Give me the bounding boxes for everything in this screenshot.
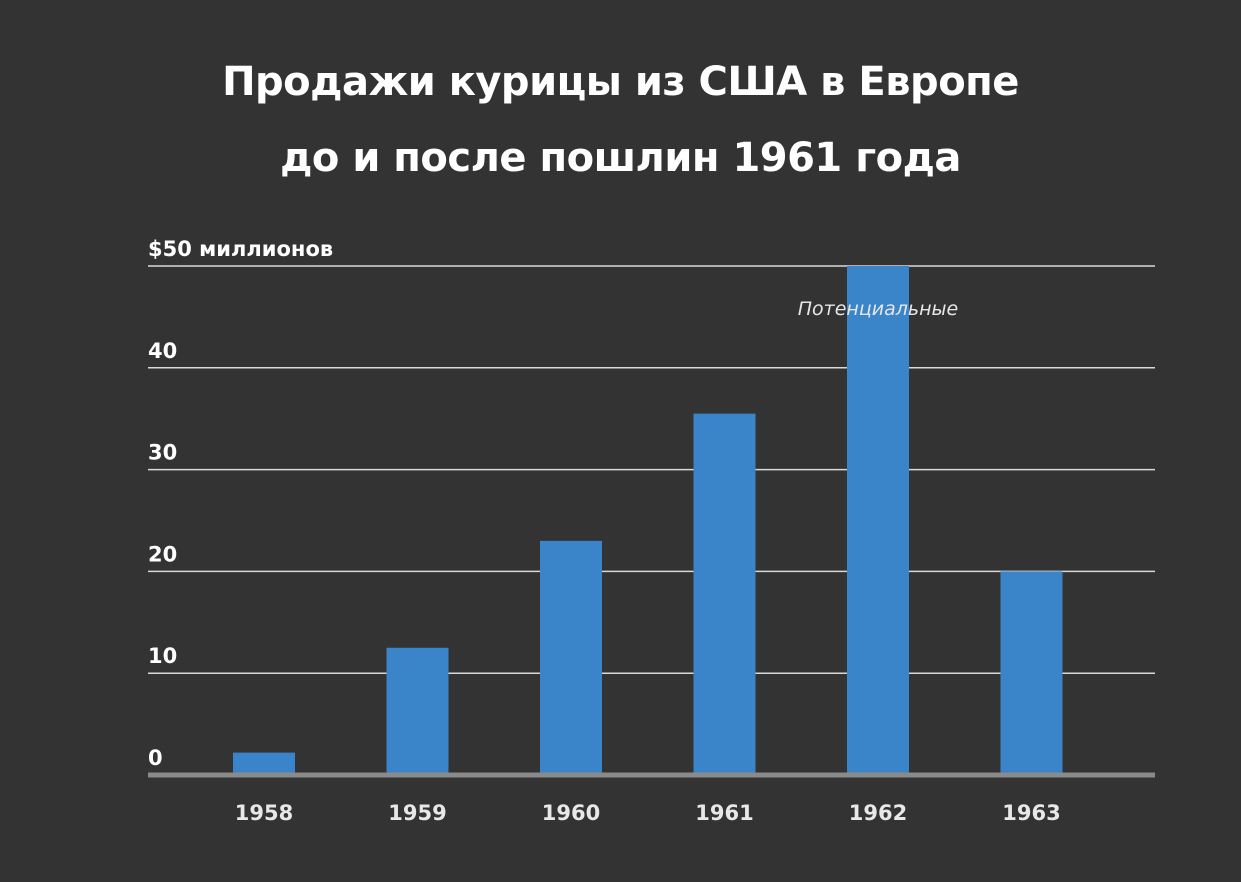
chart-title: Продажи курицы из США в Европе до и посл… (0, 44, 1241, 196)
x-tick-label: 1959 (388, 801, 446, 825)
x-tick-label: 1961 (695, 801, 753, 825)
y-tick-label: $50 миллионов (148, 237, 333, 261)
x-tick-label: 1958 (235, 801, 293, 825)
annotation-label: Потенциальные (798, 298, 958, 320)
annotations: Потенциальные (798, 298, 958, 320)
y-axis-tick-labels: 0 10 20 30 40 $50 миллионов (148, 237, 333, 770)
bar-1960 (540, 540, 602, 775)
chart-title-line-1: Продажи курицы из США в Европе (222, 59, 1019, 105)
bar-1963 (1000, 571, 1063, 775)
chart-title-line-2: до и после пошлин 1961 года (280, 135, 961, 181)
y-tick-label: 10 (148, 644, 177, 668)
x-axis-tick-labels: 1958 1959 1960 1961 1962 1963 (235, 801, 1061, 825)
bar-1961 (693, 413, 756, 775)
y-tick-label: 30 (148, 441, 177, 465)
y-tick-label: 20 (148, 542, 177, 566)
x-tick-label: 1960 (542, 801, 600, 825)
bar-1962 (847, 266, 909, 775)
bar-1959 (386, 647, 449, 775)
y-tick-label: 0 (148, 746, 163, 770)
gridlines (148, 265, 1155, 674)
bar-1958 (233, 752, 295, 775)
x-tick-label: 1962 (849, 801, 907, 825)
bars (233, 266, 1063, 775)
y-tick-label: 40 (148, 339, 177, 363)
x-tick-label: 1963 (1002, 801, 1060, 825)
